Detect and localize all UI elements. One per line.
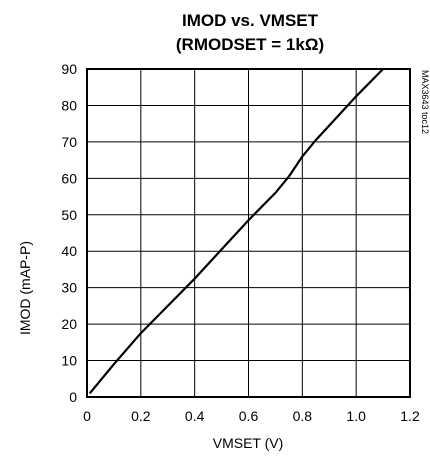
y-tick-label: 50 [61,207,77,223]
figure-reference-note: MAX3643 toc12 [420,70,430,134]
chart-title-line1: IMOD vs. VMSET [182,11,319,30]
x-tick-labels: 0 0.2 0.4 0.6 0.8 1.0 1.2 [83,408,420,424]
x-tick-label: 0.2 [131,408,151,424]
x-axis-label: VMSET (V) [213,435,284,451]
y-tick-label: 0 [69,389,77,405]
y-tick-label: 30 [61,280,77,296]
x-tick-label: 0.4 [185,408,205,424]
chart-title-line2: (RMODSET = 1kΩ) [176,35,324,54]
y-tick-label: 60 [61,170,77,186]
series-line-imod [88,68,384,395]
y-tick-labels: 0 10 20 30 40 50 60 70 80 90 [61,61,77,405]
y-axis-label: IMOD (mAP-P) [17,241,33,335]
y-tick-label: 20 [61,316,77,332]
x-tick-label: 0.6 [239,408,259,424]
y-tick-label: 90 [61,61,77,77]
y-tick-label: 70 [61,134,77,150]
y-tick-label: 80 [61,97,77,113]
y-tick-label: 40 [61,243,77,259]
grid-lines [87,69,410,397]
plot-frame [86,68,411,398]
x-tick-label: 0.8 [293,408,313,424]
x-tick-label: 0 [83,408,91,424]
x-tick-label: 1.2 [400,408,420,424]
y-tick-label: 10 [61,353,77,369]
x-tick-label: 1.0 [346,408,366,424]
